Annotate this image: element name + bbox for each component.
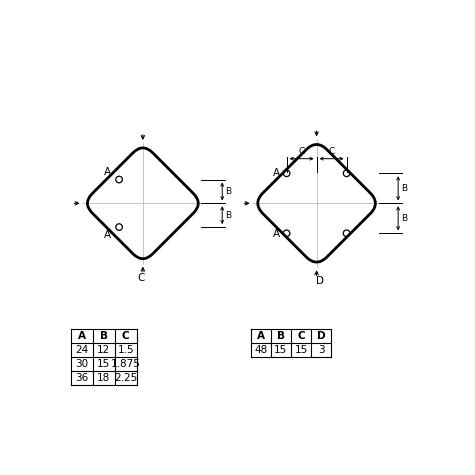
Text: 15: 15 <box>97 359 110 369</box>
Text: D: D <box>317 332 325 342</box>
Text: A: A <box>78 332 86 342</box>
Text: B: B <box>225 211 231 219</box>
Text: 12: 12 <box>97 345 110 355</box>
Text: B: B <box>401 214 407 223</box>
Text: 30: 30 <box>75 359 88 369</box>
Text: 1.5: 1.5 <box>117 345 134 355</box>
Text: B: B <box>277 332 285 342</box>
Text: 18: 18 <box>97 373 110 383</box>
Text: C: C <box>297 332 305 342</box>
Text: C: C <box>137 273 145 283</box>
Text: 2.25: 2.25 <box>114 373 137 383</box>
Text: 24: 24 <box>75 345 88 355</box>
Text: A: A <box>257 332 265 342</box>
Text: 15: 15 <box>274 345 287 355</box>
Text: A: A <box>104 230 112 240</box>
Text: 48: 48 <box>254 345 267 355</box>
Text: C: C <box>328 147 335 156</box>
Text: 3: 3 <box>318 345 324 355</box>
Text: B: B <box>401 184 407 193</box>
Text: A: A <box>273 229 280 239</box>
Text: 36: 36 <box>75 373 88 383</box>
Text: C: C <box>298 147 305 156</box>
Text: A: A <box>104 167 112 177</box>
Text: D: D <box>316 276 324 286</box>
Text: 15: 15 <box>294 345 308 355</box>
Text: 1.875: 1.875 <box>111 359 141 369</box>
Text: B: B <box>225 187 231 196</box>
Text: A: A <box>273 168 280 178</box>
Text: C: C <box>122 332 130 342</box>
Text: B: B <box>100 332 108 342</box>
